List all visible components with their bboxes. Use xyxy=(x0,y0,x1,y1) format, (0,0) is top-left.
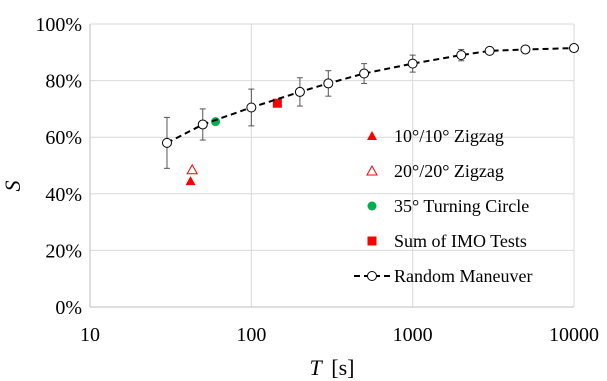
series-group xyxy=(186,163,199,175)
series-group xyxy=(185,176,196,186)
data-point xyxy=(520,44,531,55)
x-tick-label: 10 xyxy=(80,324,100,346)
legend-marker xyxy=(367,271,377,281)
data-point xyxy=(246,102,257,113)
data-point xyxy=(211,117,221,127)
legend-marker xyxy=(367,236,377,246)
legend-label: 35° Turning Circle xyxy=(394,196,529,216)
x-tick-label: 100 xyxy=(236,324,266,346)
series-group xyxy=(161,43,579,169)
data-point xyxy=(407,58,418,69)
legend: 10°/10° Zigzag 20°/20° Zigzag 35° Turning … xyxy=(354,126,532,286)
y-tick-label: 80% xyxy=(45,71,82,93)
y-axis-title: S xyxy=(0,181,25,192)
data-point xyxy=(359,68,370,79)
axes xyxy=(89,24,574,308)
tick-labels: 0% 20% 40% 60% 80% 100% 10 100 1000 10000 xyxy=(35,14,599,346)
y-tick-label: 20% xyxy=(45,240,82,262)
y-tick-label: 60% xyxy=(45,127,82,149)
data-point xyxy=(456,50,467,61)
x-axis-title: T [s] xyxy=(310,355,355,380)
series-group xyxy=(211,117,221,127)
series-group xyxy=(272,98,282,108)
series-layer xyxy=(161,43,579,186)
legend-marker xyxy=(367,131,377,140)
data-point xyxy=(197,119,208,130)
data-point xyxy=(185,176,196,186)
y-tick-label: 0% xyxy=(55,297,82,319)
y-tick-label: 40% xyxy=(45,184,82,206)
x-tick-label: 10000 xyxy=(549,324,599,346)
legend-label: Random Maneuver xyxy=(394,266,532,286)
x-axis-title-variable: T xyxy=(310,355,324,380)
x-tick-label: 1000 xyxy=(393,324,433,346)
legend-label: 10°/10° Zigzag xyxy=(394,126,504,146)
y-tick-label: 100% xyxy=(35,14,82,36)
data-point xyxy=(186,163,199,175)
data-point xyxy=(294,86,305,97)
data-point xyxy=(161,137,172,148)
series-line xyxy=(166,47,575,144)
legend-marker xyxy=(366,164,378,176)
x-axis-title-unit: [s] xyxy=(331,355,354,380)
legend-label: 20°/20° Zigzag xyxy=(394,161,504,181)
data-point xyxy=(272,98,282,108)
legend-label: Sum of IMO Tests xyxy=(394,231,527,251)
data-point xyxy=(323,78,334,89)
legend-marker xyxy=(367,201,377,211)
data-point xyxy=(569,43,579,54)
data-point xyxy=(484,45,495,56)
